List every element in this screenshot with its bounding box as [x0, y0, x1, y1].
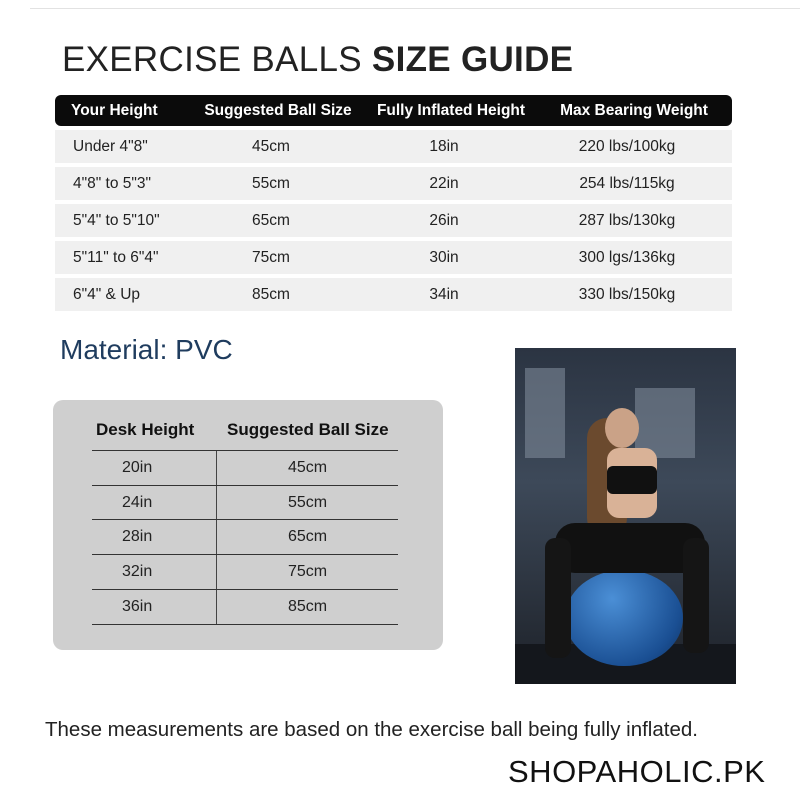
right-leg-shape: [683, 538, 709, 653]
desk-cell: 36in: [92, 590, 217, 624]
title-bold: SIZE GUIDE: [371, 40, 574, 79]
desk-cell: 65cm: [287, 528, 328, 545]
cell: 65cm: [252, 211, 290, 229]
table-row: 4"8" to 5"3" 55cm 22in 254 lbs/115kg: [55, 167, 732, 200]
page-title: EXERCISE BALLS SIZE GUIDE: [62, 40, 573, 80]
desk-cell: 20in: [92, 451, 217, 485]
header-cell: Your Height: [71, 101, 158, 119]
legs-shape: [555, 523, 705, 573]
table-row: Under 4"8" 45cm 18in 220 lbs/100kg: [55, 130, 732, 163]
header-cell: Fully Inflated Height: [376, 101, 526, 119]
desk-row: 24in 55cm: [92, 485, 398, 520]
cell: 18in: [429, 137, 459, 155]
header-cell: Max Bearing Weight: [560, 101, 708, 119]
desk-cell: 28in: [92, 520, 217, 554]
size-table-header: Your Height Suggested Ball Size Fully In…: [55, 95, 732, 126]
cell: 6"4" & Up: [73, 285, 141, 303]
cell: 300 lgs/136kg: [578, 248, 676, 266]
cell: 26in: [429, 211, 459, 229]
cell: 220 lbs/100kg: [578, 137, 676, 155]
top-divider: [30, 8, 800, 9]
cell: 5"11" to 6"4": [73, 248, 159, 266]
cell: 4"8" to 5"3": [73, 174, 152, 192]
cell: 22in: [429, 174, 459, 192]
desk-cell: 55cm: [287, 494, 328, 511]
window-shape: [635, 388, 695, 458]
table-row: 6"4" & Up 85cm 34in 330 lbs/150kg: [55, 278, 732, 311]
brand-logo-text: SHOPAHOLIC.PK: [508, 754, 766, 789]
cell: 254 lbs/115kg: [579, 174, 675, 192]
left-leg-shape: [545, 538, 571, 658]
material-label: Material: PVC: [60, 334, 233, 365]
head-shape: [605, 408, 639, 448]
desk-cell: 75cm: [287, 563, 328, 580]
cell: 85cm: [252, 285, 290, 303]
title-light: EXERCISE BALLS: [62, 40, 362, 79]
sports-bra-shape: [607, 466, 657, 494]
desk-cell: 45cm: [287, 459, 328, 476]
desk-table-bottom-line: [92, 624, 398, 625]
desk-cell: 32in: [92, 555, 217, 589]
desk-row: 32in 75cm: [92, 554, 398, 589]
window-shape: [525, 368, 565, 458]
cell: 287 lbs/130kg: [578, 211, 676, 229]
cell: Under 4"8": [73, 137, 148, 155]
size-table: Your Height Suggested Ball Size Fully In…: [55, 95, 732, 311]
cell: 55cm: [252, 174, 290, 192]
cell: 330 lbs/150kg: [578, 285, 676, 303]
cell: 5"4" to 5"10": [73, 211, 160, 229]
desk-cell: 24in: [92, 486, 217, 520]
desk-row: 20in 45cm: [92, 450, 398, 485]
desk-cell: 85cm: [287, 598, 328, 615]
desk-table-panel: [53, 400, 443, 650]
exercise-ball-shape: [565, 570, 683, 666]
desk-row: 36in 85cm: [92, 589, 398, 624]
table-row: 5"11" to 6"4" 75cm 30in 300 lgs/136kg: [55, 241, 732, 274]
footer-note: These measurements are based on the exer…: [45, 718, 698, 741]
cell: 45cm: [252, 137, 290, 155]
cell: 30in: [429, 248, 459, 266]
desk-header-height: Desk Height: [96, 420, 195, 439]
cell: 75cm: [252, 248, 290, 266]
desk-header-ball-size: Suggested Ball Size: [227, 420, 389, 439]
table-row: 5"4" to 5"10" 65cm 26in 287 lbs/130kg: [55, 204, 732, 237]
header-cell: Suggested Ball Size: [204, 101, 352, 119]
cell: 34in: [429, 285, 459, 303]
desk-row: 28in 65cm: [92, 519, 398, 554]
product-photo: [515, 348, 736, 684]
